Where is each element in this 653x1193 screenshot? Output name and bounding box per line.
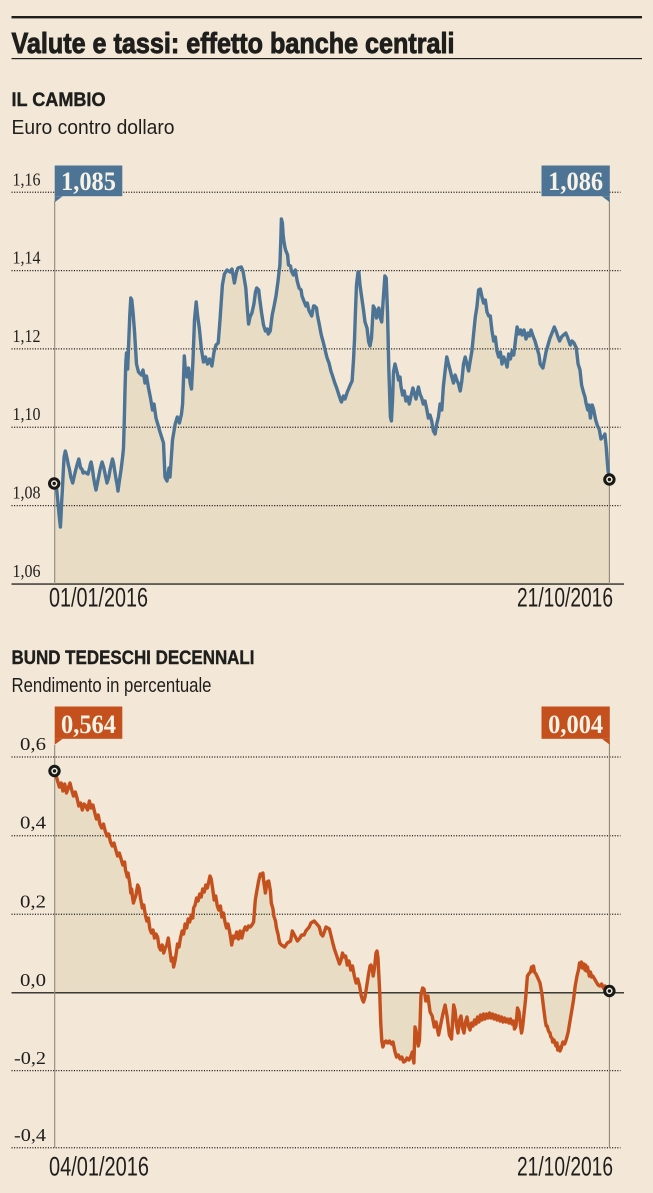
svg-text:-0,4: -0,4 [14,1125,46,1145]
svg-text:0,4: 0,4 [20,813,46,833]
svg-text:01/01/2016: 01/01/2016 [49,583,148,613]
svg-text:Rendimento in percentuale: Rendimento in percentuale [12,674,212,697]
svg-text:04/01/2016: 04/01/2016 [49,1152,149,1182]
svg-text:1,08: 1,08 [13,483,41,503]
svg-text:0,004: 0,004 [548,710,603,739]
svg-text:BUND TEDESCHI DECENNALI: BUND TEDESCHI DECENNALI [12,648,255,669]
svg-text:1,086: 1,086 [548,167,603,196]
svg-text:-0,2: -0,2 [14,1048,46,1068]
svg-text:0,2: 0,2 [20,891,46,911]
svg-text:1,06: 1,06 [13,561,41,581]
svg-text:1,12: 1,12 [13,326,41,346]
svg-text:1,16: 1,16 [13,169,41,189]
svg-text:21/10/2016: 21/10/2016 [517,1152,613,1182]
svg-text:21/10/2016: 21/10/2016 [517,583,613,613]
svg-text:Euro contro dollaro: Euro contro dollaro [12,116,175,139]
svg-text:1,085: 1,085 [61,167,116,196]
svg-text:Valute e tassi: effetto banche: Valute e tassi: effetto banche centrali [12,28,455,60]
svg-text:0,0: 0,0 [20,970,46,990]
svg-text:IL CAMBIO: IL CAMBIO [12,90,106,111]
svg-text:0,564: 0,564 [61,710,116,739]
svg-text:0,6: 0,6 [20,734,46,754]
svg-text:1,10: 1,10 [13,404,41,424]
svg-text:1,14: 1,14 [13,248,41,268]
